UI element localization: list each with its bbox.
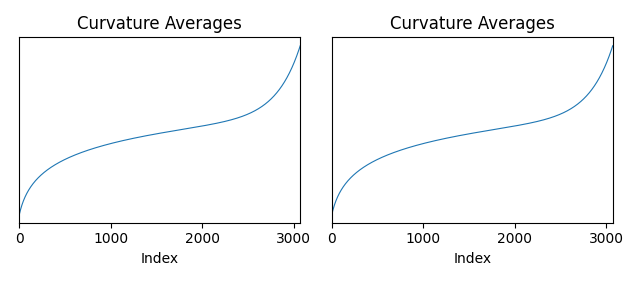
X-axis label: Index: Index (141, 252, 179, 266)
Title: Curvature Averages: Curvature Averages (77, 15, 242, 33)
X-axis label: Index: Index (453, 252, 492, 266)
Title: Curvature Averages: Curvature Averages (390, 15, 555, 33)
